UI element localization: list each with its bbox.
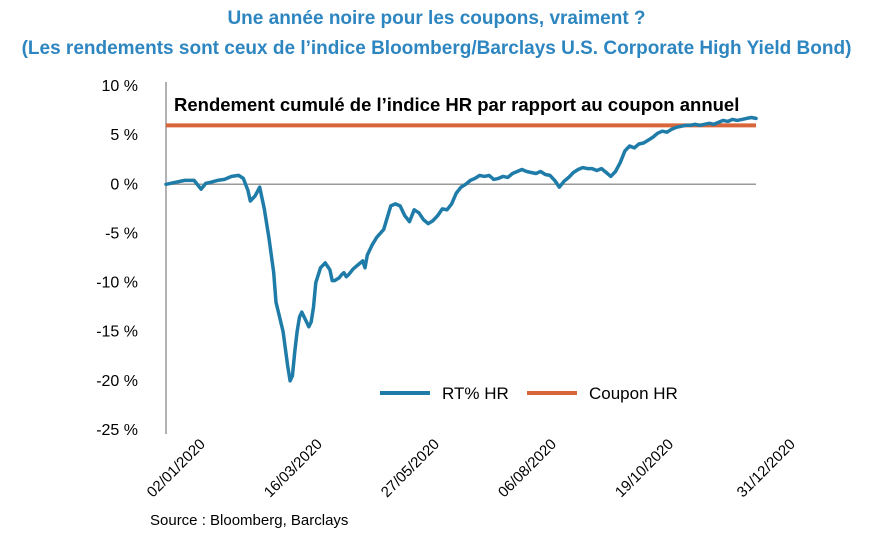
x-tick-label: 31/12/2020 bbox=[734, 436, 799, 501]
x-tick-label: 16/03/2020 bbox=[261, 436, 326, 501]
y-tick-label: 10 % bbox=[102, 78, 138, 95]
x-tick-label: 02/01/2020 bbox=[144, 436, 209, 501]
y-tick-label: 0 % bbox=[110, 176, 138, 193]
source-note: Source : Bloomberg, Barclays bbox=[150, 512, 349, 529]
chart-subtitle: (Les rendements sont ceux de l’indice Bl… bbox=[21, 38, 852, 59]
y-tick-label: -5 % bbox=[105, 225, 138, 242]
x-tick-label: 27/05/2020 bbox=[378, 436, 443, 501]
y-tick-label: -25 % bbox=[96, 422, 138, 439]
plot-title: Rendement cumulé de l’indice HR par rapp… bbox=[174, 94, 739, 115]
y-tick-label: -20 % bbox=[96, 373, 138, 390]
legend-label-rt-hr: RT% HR bbox=[442, 384, 509, 403]
y-tick-label: -15 % bbox=[96, 324, 138, 341]
legend-label-coupon-hr: Coupon HR bbox=[589, 384, 678, 403]
y-tick-label: -10 % bbox=[96, 275, 138, 292]
x-tick-label: 19/10/2020 bbox=[612, 436, 677, 501]
y-tick-label: 5 % bbox=[110, 127, 138, 144]
x-tick-label: 06/08/2020 bbox=[495, 436, 560, 501]
series-line-rt-hr bbox=[164, 115, 758, 383]
chart-title: Une année noire pour les coupons, vraime… bbox=[227, 8, 646, 29]
